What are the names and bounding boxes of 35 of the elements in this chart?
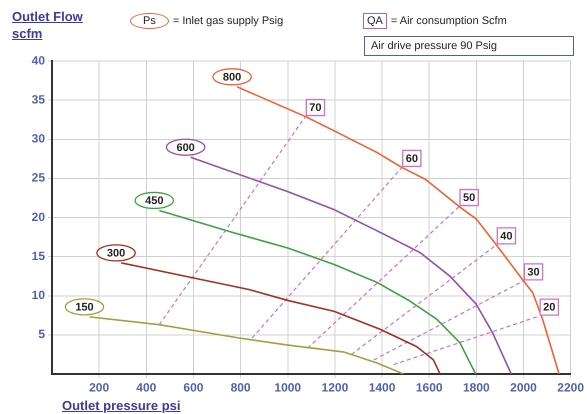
series-label: 300: [106, 247, 126, 260]
y-tick-label: 15: [32, 248, 46, 263]
y-tick-label: 40: [32, 53, 46, 68]
y-tick-label: 10: [32, 288, 46, 302]
series-label: 800: [222, 71, 242, 84]
x-tick-label: 1800: [463, 380, 490, 395]
y-tick-label: 5: [38, 327, 46, 342]
x-tick-label: 1200: [322, 380, 349, 395]
x-tick-label: 200: [89, 380, 110, 395]
text: QA = Air consumption Scfm: [366, 14, 507, 29]
series-label: 40: [500, 230, 513, 242]
y-tick-label: 20: [32, 210, 46, 224]
series-label: 600: [176, 142, 195, 154]
series-label: 450: [145, 194, 164, 207]
x-tick-label: 2000: [510, 380, 538, 395]
x-tick-label: 400: [136, 380, 157, 395]
series-label: 50: [463, 192, 476, 204]
y-axis-title: Outlet Flow scfm: [12, 8, 84, 42]
series-label: 20: [543, 302, 556, 314]
y-tick-label: 35: [32, 92, 46, 106]
series-label: 150: [75, 301, 94, 314]
x-tick-label: 1400: [368, 380, 396, 395]
y-tick-label: 25: [32, 170, 46, 185]
series-label: 60: [406, 152, 418, 165]
series-label: 30: [527, 266, 540, 278]
text: Air drive pressure 90 Psig: [364, 36, 574, 56]
series-label: 70: [309, 102, 322, 114]
y-tick-label: 30: [32, 132, 46, 146]
text: Ps = Inlet gas supply Psig: [143, 15, 284, 27]
x-tick-label: 600: [183, 380, 204, 395]
x-axis-title: Outlet pressure psi: [62, 397, 180, 414]
x-tick-label: 800: [230, 380, 251, 395]
x-tick-label: 1000: [274, 380, 302, 395]
x-tick-label: 1600: [416, 380, 443, 395]
x-tick-label: 2200: [557, 380, 584, 395]
